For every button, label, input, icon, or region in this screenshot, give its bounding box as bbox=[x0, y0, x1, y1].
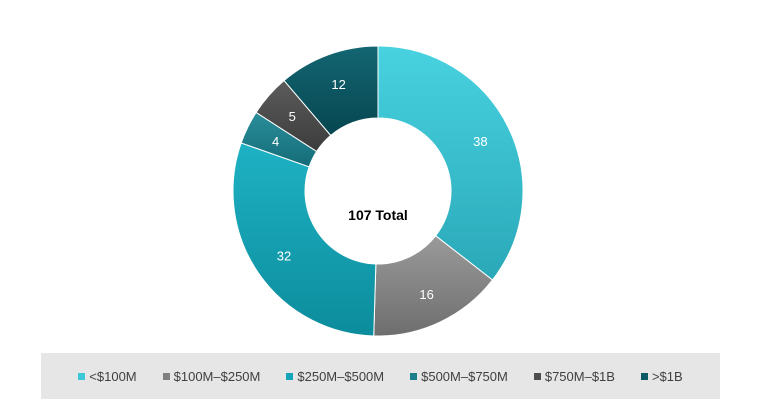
donut-slices bbox=[232, 45, 524, 337]
slice-value-label: 5 bbox=[289, 109, 296, 124]
legend-swatch bbox=[533, 372, 541, 380]
slice-value-label: 16 bbox=[419, 287, 433, 302]
slice-value-label: 32 bbox=[277, 249, 291, 264]
donut-slice bbox=[232, 142, 377, 337]
donut-slice-labels: 38 16 32 45 12 bbox=[272, 77, 488, 302]
legend-label: $750M–$1B bbox=[544, 368, 615, 384]
legend-label: >$1B bbox=[651, 368, 683, 384]
legend-swatch bbox=[410, 372, 418, 380]
legend-swatch bbox=[286, 372, 294, 380]
slice-value-label: 4 bbox=[272, 134, 279, 149]
legend-swatch bbox=[640, 372, 648, 380]
legend-label: $250M–$500M bbox=[297, 368, 385, 384]
legend-item: $500M–$750M bbox=[410, 369, 508, 384]
legend-swatch bbox=[78, 372, 86, 380]
legend-item: <$100M bbox=[78, 368, 137, 384]
legend-item: $250M–$500M bbox=[286, 369, 384, 384]
chart-legend: <$100M $100M–$250M $250M–$500M $500M–$750M $… bbox=[41, 353, 720, 399]
donut-slice bbox=[377, 45, 524, 281]
center-total-label: 107 Total bbox=[348, 207, 408, 223]
slice-value-label: 12 bbox=[331, 77, 345, 92]
legend-label: $100M–$250M bbox=[173, 368, 261, 384]
legend-item: >$1B bbox=[640, 368, 683, 384]
legend-item: $100M–$250M bbox=[162, 368, 261, 384]
slice-value-label: 38 bbox=[473, 134, 487, 149]
legend-label: $500M–$750M bbox=[421, 368, 508, 384]
legend-label: <$100M bbox=[89, 368, 137, 384]
legend-item: $750M–$1B bbox=[533, 368, 615, 384]
legend-swatch bbox=[162, 372, 170, 380]
donut-slice bbox=[283, 45, 379, 137]
